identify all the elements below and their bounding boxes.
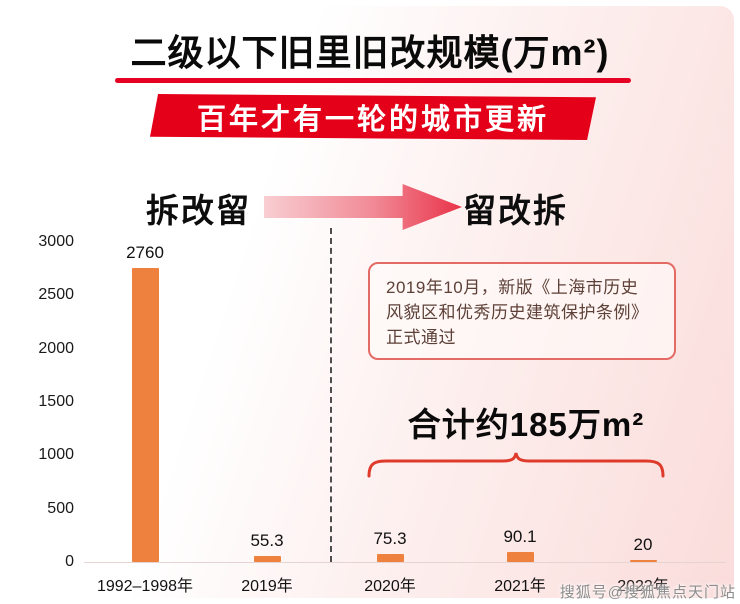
x-axis-line [84, 562, 726, 563]
policy-note-line: 2019年10月，新版《上海市历史 [386, 278, 639, 297]
bar [131, 267, 159, 562]
y-axis-tick: 1500 [38, 393, 74, 410]
era-label-right: 留改拆 [463, 192, 568, 229]
y-axis-tick: 1000 [38, 446, 74, 464]
x-axis-label: 2021年 [494, 578, 546, 595]
bar-value-label: 2760 [126, 242, 164, 262]
chart-title: 二级以下旧里旧改规模(万m²) [130, 32, 610, 73]
watermark: 搜狐号@搜狐焦点天门站 [559, 584, 736, 601]
dashed-divider [330, 228, 332, 562]
bar [629, 559, 657, 562]
total-label: 合计约185万m² [407, 406, 645, 443]
x-axis-label: 2020年 [364, 578, 416, 595]
bar-value-label: 75.3 [373, 528, 407, 548]
y-axis-tick: 3000 [38, 233, 74, 250]
title-underline [115, 78, 631, 83]
bar-value-label: 20 [633, 534, 653, 554]
era-label-left: 拆改留 [146, 192, 251, 229]
bar-value-label: 90.1 [503, 527, 537, 547]
x-axis-label: 1992–1998年 [96, 578, 194, 595]
banner-text: 百年才有一轮的城市更新 [196, 104, 549, 136]
policy-note-line: 正式通过 [386, 328, 456, 347]
x-axis-label: 2019年 [241, 578, 293, 595]
banner-ribbon: 百年才有一轮的城市更新 [150, 94, 596, 140]
policy-note-box: 2019年10月，新版《上海市历史 风貌区和优秀历史建筑保护条例》 正式通过 [368, 262, 676, 360]
y-axis-tick: 500 [47, 499, 74, 517]
bar [376, 553, 404, 562]
policy-note-line: 风貌区和优秀历史建筑保护条例》 [386, 303, 649, 322]
brace-icon [367, 452, 665, 478]
bar-value-label: 55.3 [250, 531, 284, 551]
x-axis-label: 2022年 [617, 578, 669, 595]
y-axis-tick: 2500 [38, 286, 74, 304]
y-axis-tick: 0 [65, 553, 74, 570]
bar [506, 552, 534, 562]
y-axis-tick: 2000 [38, 339, 74, 357]
bar [253, 556, 281, 562]
